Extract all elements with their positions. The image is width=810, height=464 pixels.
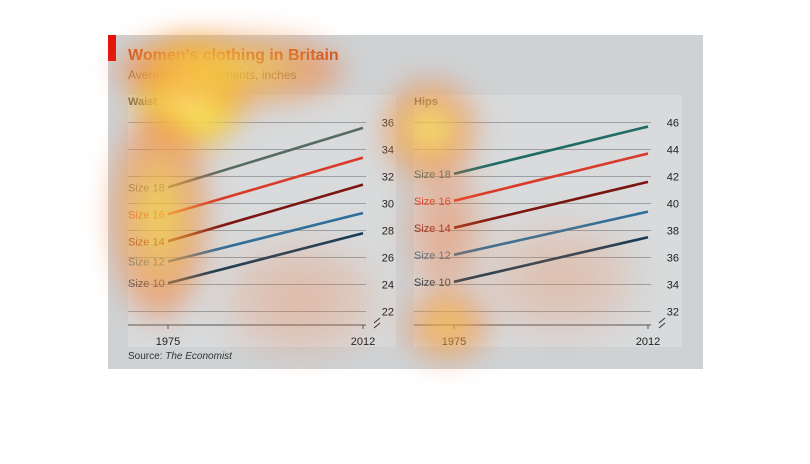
series-label: Size 10: [414, 277, 451, 289]
panel-background: [414, 95, 682, 347]
y-tick-label: 32: [382, 172, 394, 184]
series-label: Size 10: [128, 278, 165, 290]
series-label: Size 16: [414, 196, 451, 208]
y-tick-label: 36: [667, 253, 679, 265]
chart-source: Source: The Economist: [128, 351, 232, 362]
series-line: [453, 152, 649, 203]
panel-title: Waist: [128, 96, 157, 108]
y-tick-label: 34: [667, 280, 679, 292]
y-tick-label: 40: [667, 199, 679, 211]
x-tick-label: 2012: [351, 336, 375, 348]
y-tick-label: 44: [667, 145, 679, 157]
series-line: [453, 125, 649, 176]
series-line: [453, 235, 649, 284]
y-tick-label: 46: [667, 118, 679, 130]
chart-figure: Women’s clothing in Britain Average meas…: [108, 35, 703, 369]
y-tick-label: 22: [382, 307, 394, 319]
series-label: Size 12: [128, 257, 165, 269]
series-label: Size 16: [128, 209, 165, 221]
y-tick-label: 28: [382, 226, 394, 238]
series-label: Size 14: [128, 236, 165, 248]
y-tick-label: 32: [667, 307, 679, 319]
y-tick-label: 36: [382, 118, 394, 130]
panel-title: Hips: [414, 96, 438, 108]
series-line: [453, 210, 649, 257]
y-tick-label: 26: [382, 253, 394, 265]
chart-canvas: Waist 22 24 26 28 30 32 34 36 1975 2012 Size 18 Size…: [128, 95, 682, 348]
y-tick-label: 24: [382, 280, 394, 292]
x-tick-label: 1975: [442, 336, 466, 348]
y-tick-label: 34: [382, 145, 394, 157]
axis-break-icon: [658, 317, 666, 329]
series-label: Size 14: [414, 223, 451, 235]
x-tick-label: 2012: [636, 336, 660, 348]
series-label: Size 18: [128, 182, 165, 194]
axis-break-icon: [373, 317, 381, 329]
y-tick-label: 30: [382, 199, 394, 211]
panel-background: [128, 95, 396, 347]
y-tick-label: 42: [667, 172, 679, 184]
series-line: [453, 180, 649, 230]
y-tick-label: 38: [667, 226, 679, 238]
x-tick-label: 1975: [156, 336, 180, 348]
brand-tab: [108, 35, 116, 61]
series-label: Size 18: [414, 169, 451, 181]
series-label: Size 12: [414, 250, 451, 262]
